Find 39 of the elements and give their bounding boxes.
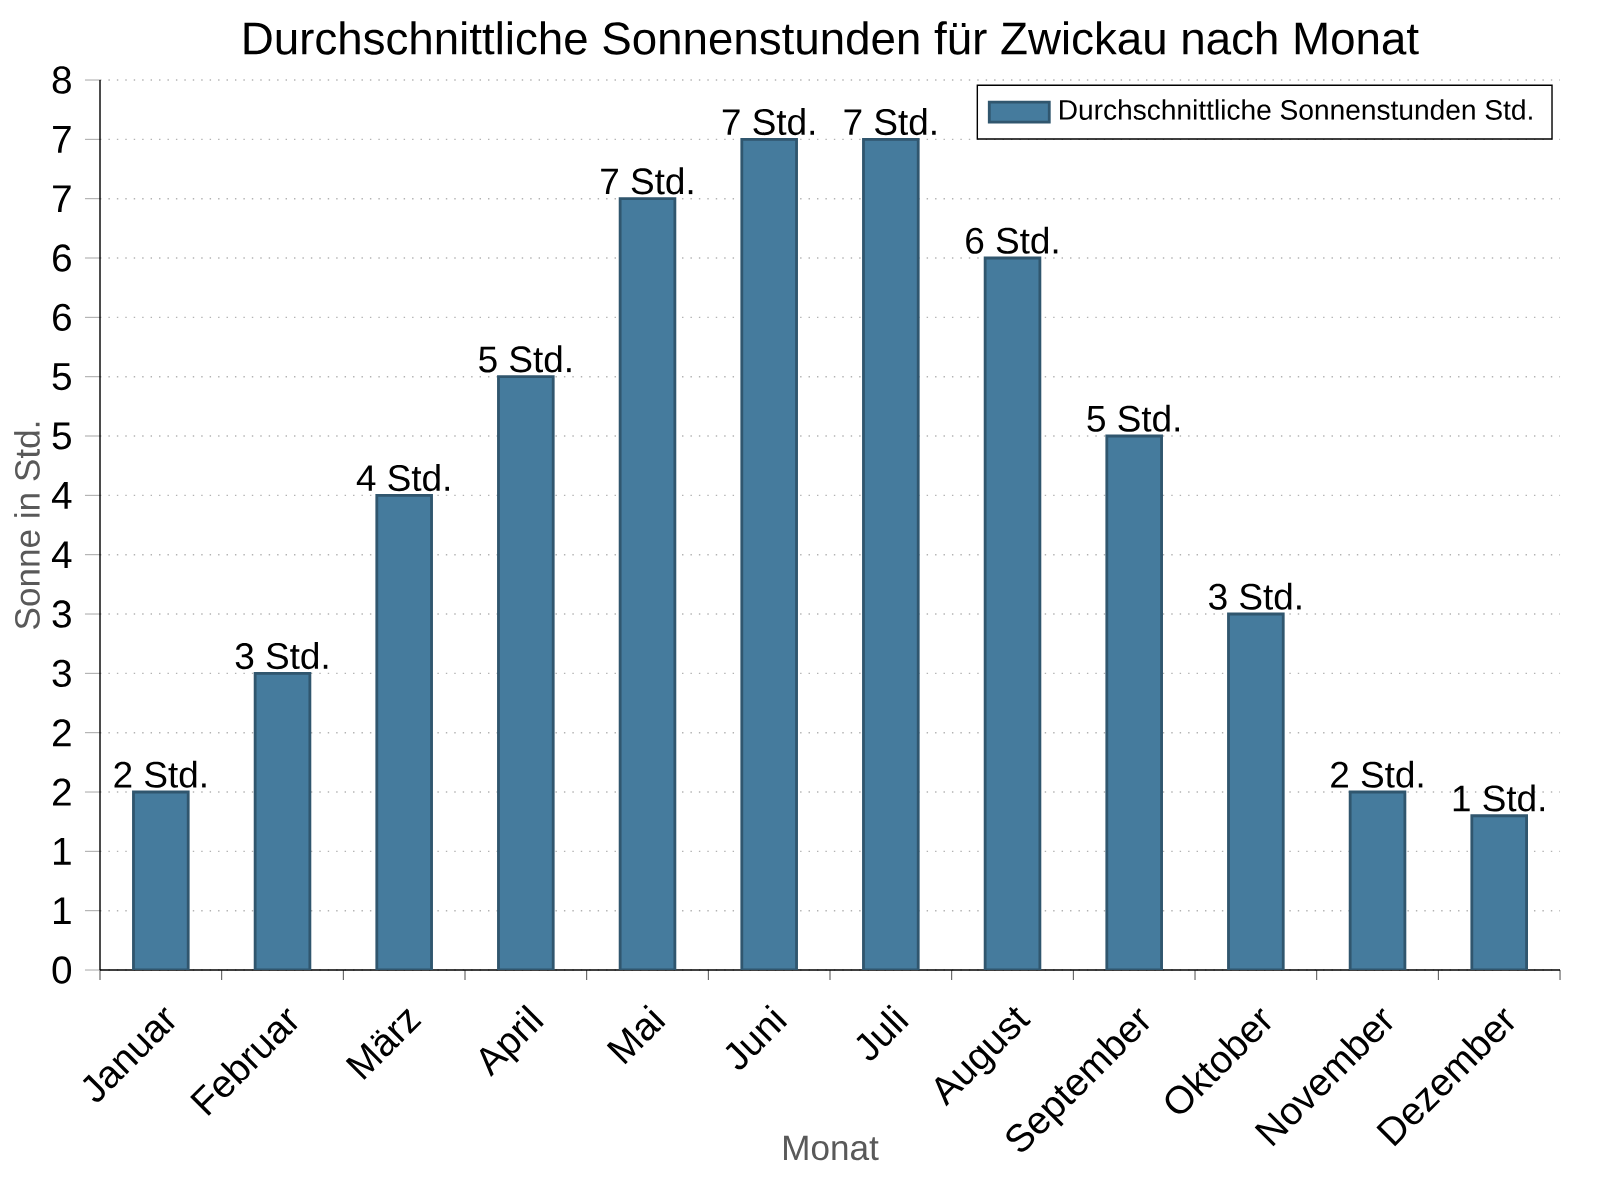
y-tick-label: 4 <box>51 541 72 568</box>
y-tick-label: 5 <box>52 363 71 391</box>
y-tick-label: 1 <box>54 897 71 924</box>
chart-title: Durchschnittliche Sonnenstunden für Zwickau nach Monat <box>244 21 1419 55</box>
x-tick-label: Mai <box>606 1004 666 1065</box>
y-tick-label: 6 <box>53 303 71 332</box>
data-label: 7 Std. <box>844 108 936 136</box>
bar <box>1105 434 1163 971</box>
data-label: 3 Std. <box>1209 582 1301 610</box>
data-label: 1 Std. <box>1453 784 1545 812</box>
y-axis-title: Sonne in Std. <box>14 422 40 629</box>
data-label: 3 Std. <box>235 642 328 670</box>
y-tick-label: 0 <box>52 956 72 984</box>
bar <box>132 790 190 971</box>
x-axis-title: Monat <box>784 1135 879 1161</box>
data-label: 7 Std. <box>601 167 693 195</box>
y-tick-label: 7 <box>53 185 71 212</box>
y-tick-label: 1 <box>54 838 71 865</box>
y-tick-label: 8 <box>52 66 71 94</box>
y-tick-label: 4 <box>51 482 72 509</box>
data-label: 7 Std. <box>722 108 814 136</box>
y-tick-label: 6 <box>53 244 71 272</box>
data-label: 2 Std. <box>1331 760 1423 788</box>
y-tick-label: 3 <box>52 659 71 688</box>
data-label: 6 Std. <box>966 226 1058 254</box>
y-tick-label: 5 <box>52 422 71 450</box>
y-tick-label: 2 <box>53 719 71 747</box>
data-label: 2 Std. <box>114 760 206 788</box>
bar <box>1227 612 1285 971</box>
y-tick-label: 3 <box>52 600 71 628</box>
bar <box>1470 814 1528 971</box>
data-label: 4 Std. <box>356 464 449 492</box>
data-label: 5 Std. <box>1087 404 1179 432</box>
data-label: 5 Std. <box>479 345 571 373</box>
legend-label: Durchschnittliche Sonnenstunden Std. <box>1060 99 1532 120</box>
y-tick-label: 7 <box>53 126 71 153</box>
y-tick-label: 2 <box>53 778 71 806</box>
bar <box>497 375 555 971</box>
x-tick-label: Juli <box>856 1004 909 1061</box>
